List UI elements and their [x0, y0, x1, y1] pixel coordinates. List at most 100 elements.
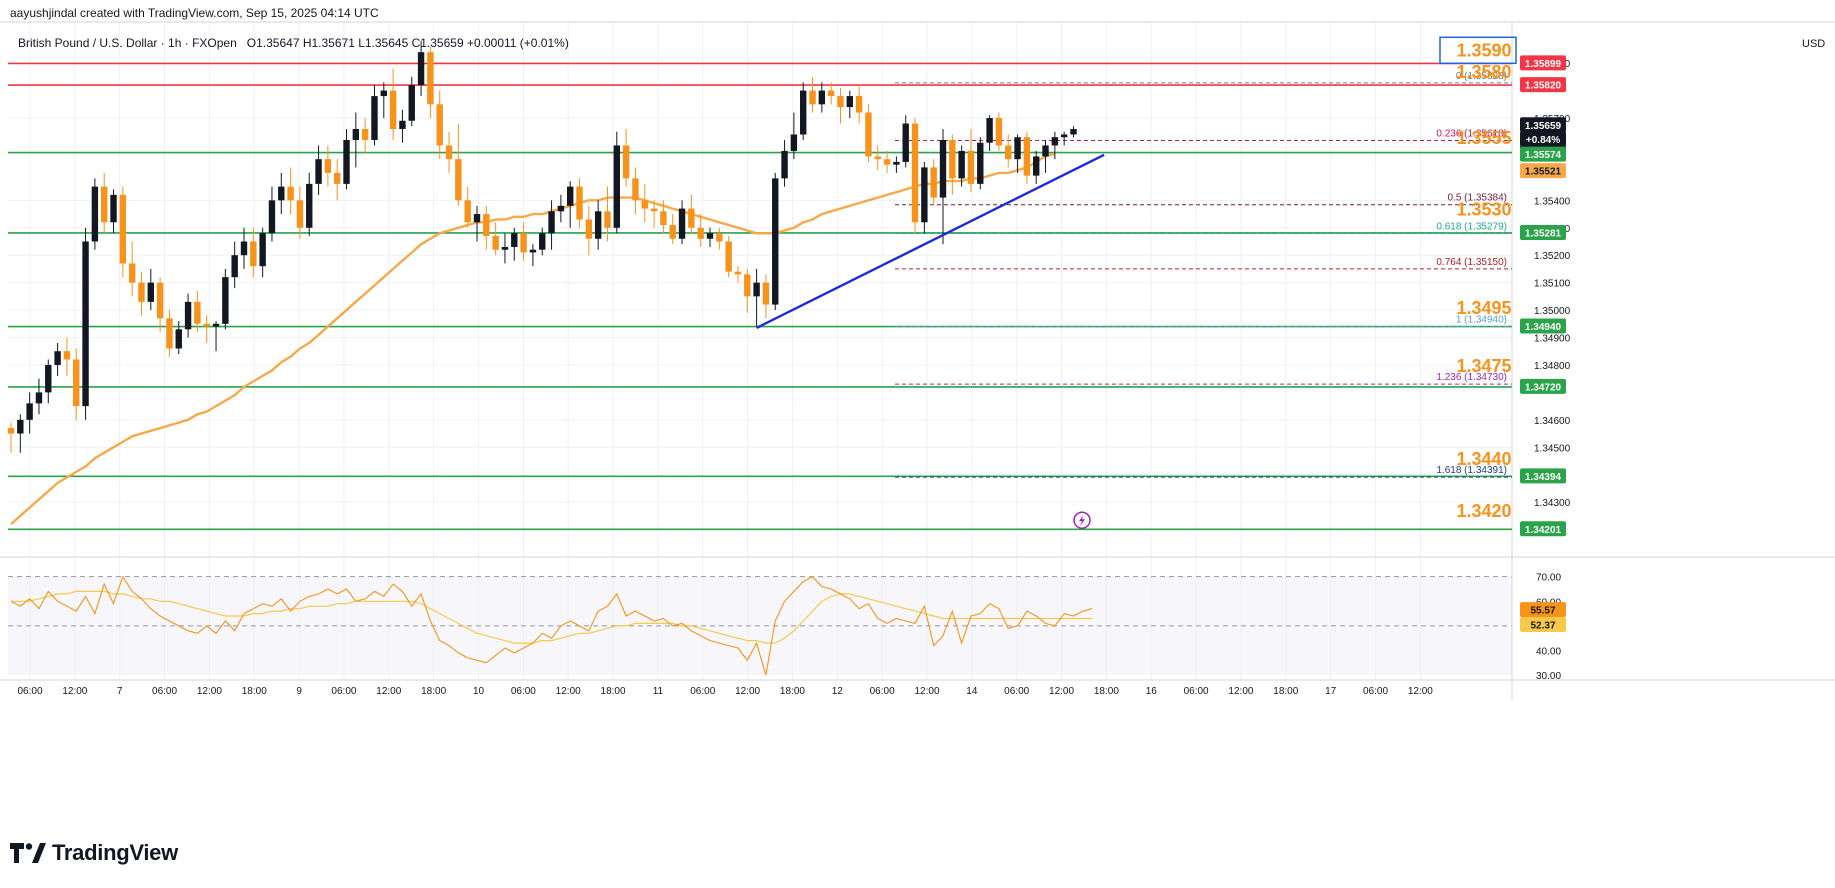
- candle-body: [203, 323, 210, 327]
- symbol-legend[interactable]: British Pound / U.S. Dollar · 1h · FXOpe…: [18, 36, 569, 50]
- price-tick-label: 1.34900: [1534, 334, 1571, 345]
- price-tick-label: 1.35000: [1534, 306, 1571, 317]
- candle-body: [725, 241, 732, 272]
- candle-body: [734, 271, 742, 275]
- candle-body: [240, 241, 248, 256]
- x-tick-label: 12:00: [197, 686, 222, 697]
- rsi-signal-line: [11, 590, 1093, 644]
- x-tick-label: 18:00: [421, 686, 446, 697]
- x-tick-label: 11: [653, 686, 664, 697]
- candle-body: [82, 241, 89, 407]
- moving-average-line: [10, 152, 1056, 525]
- x-tick-label: 18:00: [1273, 686, 1298, 697]
- chart-attribution: aayushjindal created with TradingView.co…: [10, 6, 379, 20]
- x-tick-label: 9: [296, 686, 302, 697]
- candle-body: [865, 112, 872, 157]
- fib-label-0.5: 0.5 (1.35384): [1448, 193, 1508, 204]
- x-tick-label: 12:00: [914, 686, 939, 697]
- level-annotation: 1.3420: [1456, 501, 1511, 521]
- candle-body: [958, 150, 965, 179]
- candle-body: [688, 208, 695, 228]
- price-tick-label: 1.35100: [1534, 279, 1571, 290]
- candle-body: [1023, 137, 1031, 176]
- candle-body: [809, 90, 816, 105]
- candle-body: [753, 282, 760, 297]
- price-axis-label: 1.34394: [1525, 472, 1562, 483]
- candle-body: [501, 246, 509, 250]
- rsi-tick-label: 70.00: [1536, 573, 1561, 584]
- candle-body: [893, 161, 900, 165]
- price-axis-label: 1.35899: [1525, 59, 1562, 70]
- x-tick-label: 12:00: [1049, 686, 1074, 697]
- candle-body: [567, 186, 574, 206]
- fib-label-0: 0 (1.35828): [1456, 71, 1507, 82]
- candle-body: [464, 200, 471, 223]
- trendline: [756, 153, 1105, 329]
- price-tick-label: 1.35400: [1534, 196, 1571, 207]
- candle-body: [222, 277, 229, 324]
- x-tick-label: 12:00: [62, 686, 87, 697]
- price-tick-label: 1.34300: [1534, 498, 1571, 509]
- price-axis-label-box: [1520, 224, 1566, 240]
- symbol-title[interactable]: British Pound / U.S. Dollar · 1h · FXOpe…: [18, 36, 237, 50]
- x-tick-label: 12:00: [1408, 686, 1433, 697]
- candle-body: [278, 186, 285, 201]
- candle-body: [706, 233, 714, 239]
- candle-body: [156, 282, 164, 319]
- candle-body: [744, 274, 751, 297]
- tradingview-wordmark: TradingView: [52, 840, 178, 865]
- tradingview-logo[interactable]: TradingView: [10, 840, 178, 866]
- candle-body: [604, 211, 611, 228]
- candle-body: [352, 129, 360, 140]
- candle-body: [138, 282, 145, 302]
- candle-body: [911, 123, 919, 223]
- candle-body: [772, 178, 779, 305]
- price-tick-label: 1.35200: [1534, 251, 1571, 262]
- candle-body: [128, 263, 136, 283]
- currency-label[interactable]: USD: [1802, 38, 1826, 50]
- rsi-axis-label-box: [1520, 617, 1566, 633]
- x-tick-label: 18:00: [1094, 686, 1119, 697]
- candle-body: [175, 329, 182, 349]
- x-tick-label: 14: [966, 686, 978, 697]
- candle-body: [371, 96, 378, 140]
- candle-body: [334, 172, 341, 184]
- candle-body: [800, 90, 807, 135]
- candle-body: [1060, 134, 1068, 138]
- level-annotation: 1.3495: [1456, 298, 1511, 318]
- candle-body: [846, 96, 853, 108]
- candle-body: [455, 159, 462, 201]
- candle-body: [7, 428, 15, 434]
- candle-body: [399, 120, 406, 129]
- candle-body: [818, 90, 826, 105]
- candle-body: [26, 403, 33, 420]
- lightning-alert-glyph: [1079, 515, 1085, 527]
- candle-body: [166, 318, 173, 349]
- candle-body: [1033, 156, 1040, 176]
- x-tick-label: 06:00: [331, 686, 356, 697]
- candle-body: [473, 214, 481, 223]
- x-tick-label: 18:00: [601, 686, 626, 697]
- x-tick-label: 06:00: [1184, 686, 1209, 697]
- candle-body: [790, 134, 798, 151]
- candle-body: [343, 139, 350, 184]
- rsi-axis-label-box: [1520, 602, 1566, 618]
- candle-body: [119, 194, 127, 264]
- candle-body: [529, 249, 537, 253]
- x-tick-label: 10: [473, 686, 485, 697]
- candle-body: [287, 186, 294, 201]
- candle-body: [986, 118, 993, 143]
- candle-body: [781, 150, 788, 179]
- candle-body: [669, 225, 676, 239]
- candle-body: [622, 145, 630, 179]
- rsi-axis-label: 55.57: [1530, 606, 1555, 617]
- candle-body: [511, 233, 518, 247]
- price-axis-label-box: [1520, 318, 1566, 334]
- x-tick-label: 12:00: [376, 686, 401, 697]
- candle-body: [389, 90, 397, 129]
- price-axis-label: 1.34940: [1525, 322, 1562, 333]
- x-tick-label: 12: [832, 686, 844, 697]
- candle-body: [250, 241, 257, 267]
